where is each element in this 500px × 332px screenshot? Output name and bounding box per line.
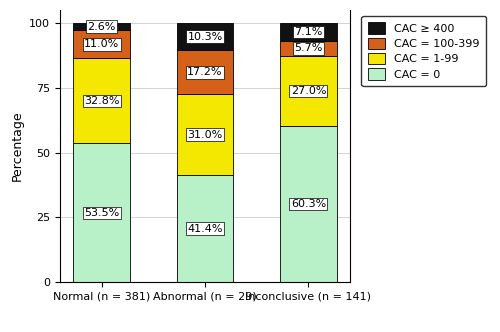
- Bar: [73, 30, 130, 58]
- Text: 11.0%: 11.0%: [84, 39, 119, 49]
- Y-axis label: Percentage: Percentage: [10, 111, 24, 181]
- Bar: [280, 126, 337, 282]
- Text: 7.1%: 7.1%: [294, 27, 322, 37]
- Bar: [73, 23, 130, 30]
- Text: 53.5%: 53.5%: [84, 208, 119, 218]
- Bar: [280, 56, 337, 126]
- Bar: [176, 50, 234, 95]
- Bar: [73, 58, 130, 143]
- Text: 5.7%: 5.7%: [294, 43, 322, 53]
- Text: 60.3%: 60.3%: [291, 199, 326, 209]
- Bar: [73, 143, 130, 282]
- Text: 17.2%: 17.2%: [187, 67, 223, 77]
- Legend: CAC ≥ 400, CAC = 100-399, CAC = 1-99, CAC = 0: CAC ≥ 400, CAC = 100-399, CAC = 1-99, CA…: [362, 16, 486, 86]
- Text: 2.6%: 2.6%: [88, 22, 116, 32]
- Bar: [280, 23, 337, 41]
- Text: 32.8%: 32.8%: [84, 96, 120, 106]
- Bar: [280, 41, 337, 56]
- Text: 10.3%: 10.3%: [188, 32, 222, 42]
- Bar: [176, 95, 234, 175]
- Text: 41.4%: 41.4%: [187, 223, 223, 233]
- Bar: [176, 175, 234, 282]
- Text: 27.0%: 27.0%: [290, 86, 326, 96]
- Bar: [176, 23, 234, 50]
- Text: 31.0%: 31.0%: [188, 130, 222, 140]
